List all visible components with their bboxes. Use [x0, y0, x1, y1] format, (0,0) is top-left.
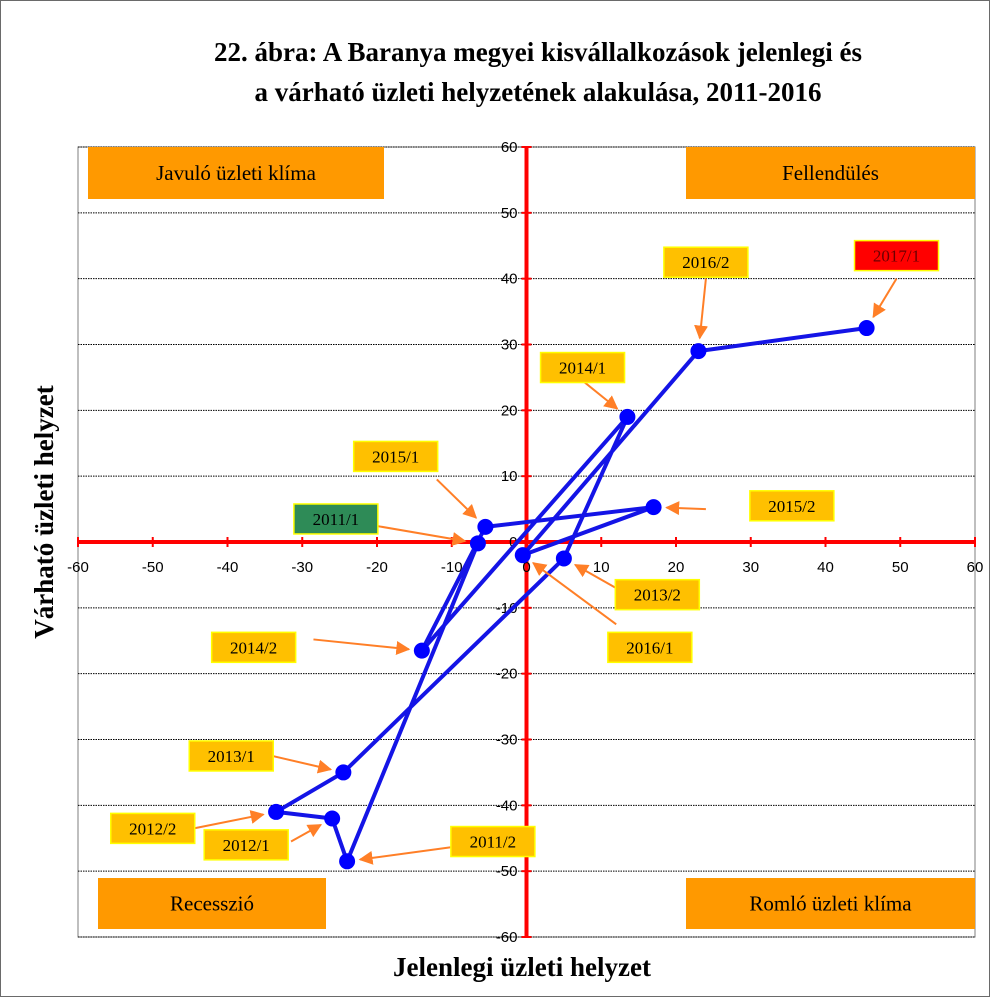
annotation-arrow	[581, 379, 619, 410]
y-tick-label: -20	[496, 666, 518, 683]
annotation-tag	[853, 239, 940, 272]
y-tick-label: -30	[496, 732, 518, 749]
y-tick-label: -50	[496, 863, 518, 880]
quadrant-label-box	[686, 147, 975, 199]
data-point	[469, 535, 486, 552]
annotation-tag	[607, 631, 693, 664]
annotation-label: 2016/2	[682, 253, 729, 272]
quadrant-label: Romló üzleti klíma	[749, 892, 912, 916]
data-point	[413, 642, 430, 659]
y-tick-label: 0	[509, 534, 517, 551]
annotation-arrow	[290, 823, 323, 843]
chart-title-line-1: 22. ábra: A Baranya megyei kisvállalkozá…	[214, 37, 862, 67]
annotation-tag	[210, 631, 297, 664]
annotation-tag	[663, 246, 749, 278]
annotation-label: 2011/2	[470, 833, 517, 852]
quadrant-label: Javuló üzleti klíma	[156, 161, 316, 185]
annotation-arrow	[532, 562, 617, 626]
annotation-arrow	[694, 278, 709, 340]
quadrant-label-box	[88, 147, 384, 199]
x-tick-label: -10	[441, 559, 463, 576]
y-tick-label: -10	[496, 600, 518, 617]
annotation-arrow	[872, 278, 898, 319]
annotation-tag	[450, 825, 536, 858]
data-point	[858, 320, 875, 337]
annotation-tag	[188, 740, 274, 772]
annotation-tag	[203, 829, 289, 861]
data-point	[477, 518, 494, 535]
annotation-tag	[293, 503, 379, 535]
quadrant-label-box	[686, 878, 975, 929]
x-tick-label: 60	[967, 559, 984, 576]
x-tick-label: 10	[593, 559, 610, 576]
annotation-tag	[352, 440, 439, 473]
annotation-arrow	[313, 638, 411, 655]
annotation-label: 2013/1	[208, 747, 255, 766]
annotations: 2011/1 2011/2 2012/1 2012/2 2013/1 2013/2 2014…	[110, 239, 940, 865]
annotation-tag	[749, 490, 835, 522]
x-tick-label: -40	[217, 559, 239, 576]
y-tick-label: 50	[501, 205, 518, 222]
annotation-arrow	[573, 563, 617, 589]
annotation-arrow	[272, 754, 333, 774]
x-tick-label: 30	[742, 559, 759, 576]
data-point	[514, 547, 531, 564]
chart-title-line-2: a várható üzleti helyzetének alakulása, …	[255, 77, 822, 107]
x-tick-label: 40	[817, 559, 834, 576]
annotation-label: 2016/1	[626, 638, 673, 657]
annotation-arrow	[193, 810, 265, 830]
y-tick-label: 40	[501, 271, 518, 288]
annotation-tag	[110, 812, 196, 845]
annotation-label: 2012/1	[223, 836, 270, 855]
data-point	[645, 499, 662, 516]
quadrant-labels: Javuló üzleti klíma Fellendülés Recesszió R…	[88, 147, 975, 929]
y-tick-label: 10	[501, 468, 518, 485]
quadrant-label: Recesszió	[170, 892, 254, 916]
annotation-label: 2017/1	[873, 247, 920, 266]
data-point	[324, 810, 341, 827]
data-point	[690, 343, 707, 360]
y-tick-label: -60	[496, 929, 518, 946]
annotation-arrow	[436, 478, 478, 519]
x-tick-label: 20	[668, 559, 685, 576]
data-point	[268, 803, 285, 820]
tick-labels: -60 -50 -40 -30 -20 -10 0 10 20 30 40 50 60 -60 -50 -40…	[67, 139, 983, 946]
data-point	[339, 853, 356, 870]
annotation-label: 2014/2	[230, 638, 277, 657]
annotation-tag	[614, 578, 701, 611]
y-tick-label: -40	[496, 797, 518, 814]
quadrant-label-box	[98, 878, 326, 929]
x-tick-label: -50	[142, 559, 164, 576]
data-point	[335, 764, 352, 781]
data-point	[619, 408, 636, 425]
annotation-label: 2013/2	[634, 586, 681, 605]
x-tick-label: -30	[291, 559, 313, 576]
x-tick-label: -20	[366, 559, 388, 576]
annotation-arrow	[665, 501, 706, 516]
x-tick-label: 0	[522, 559, 530, 576]
y-tick-label: 60	[501, 139, 518, 156]
y-tick-label: 30	[501, 337, 518, 354]
axes	[77, 146, 976, 938]
annotation-label: 2014/1	[559, 359, 606, 378]
annotation-label: 2012/2	[129, 819, 176, 838]
annotation-label: 2015/2	[768, 497, 815, 516]
y-tick-label: 20	[501, 402, 518, 419]
x-tick-label: 50	[892, 559, 909, 576]
plot-area: Javuló üzleti klíma Fellendülés Recesszió R…	[67, 139, 983, 946]
x-axis-title: Jelenlegi üzleti helyzet	[393, 952, 651, 982]
quadrant-label: Fellendülés	[782, 161, 879, 185]
y-axis-title: Várható üzleti helyzet	[29, 385, 59, 638]
annotation-label: 2011/1	[313, 510, 360, 529]
x-tick-label: -60	[67, 559, 89, 576]
annotation-tag	[539, 351, 626, 384]
annotation-label: 2015/1	[372, 447, 419, 466]
annotation-arrow	[358, 845, 460, 865]
data-series	[268, 320, 875, 870]
data-point	[555, 550, 572, 567]
